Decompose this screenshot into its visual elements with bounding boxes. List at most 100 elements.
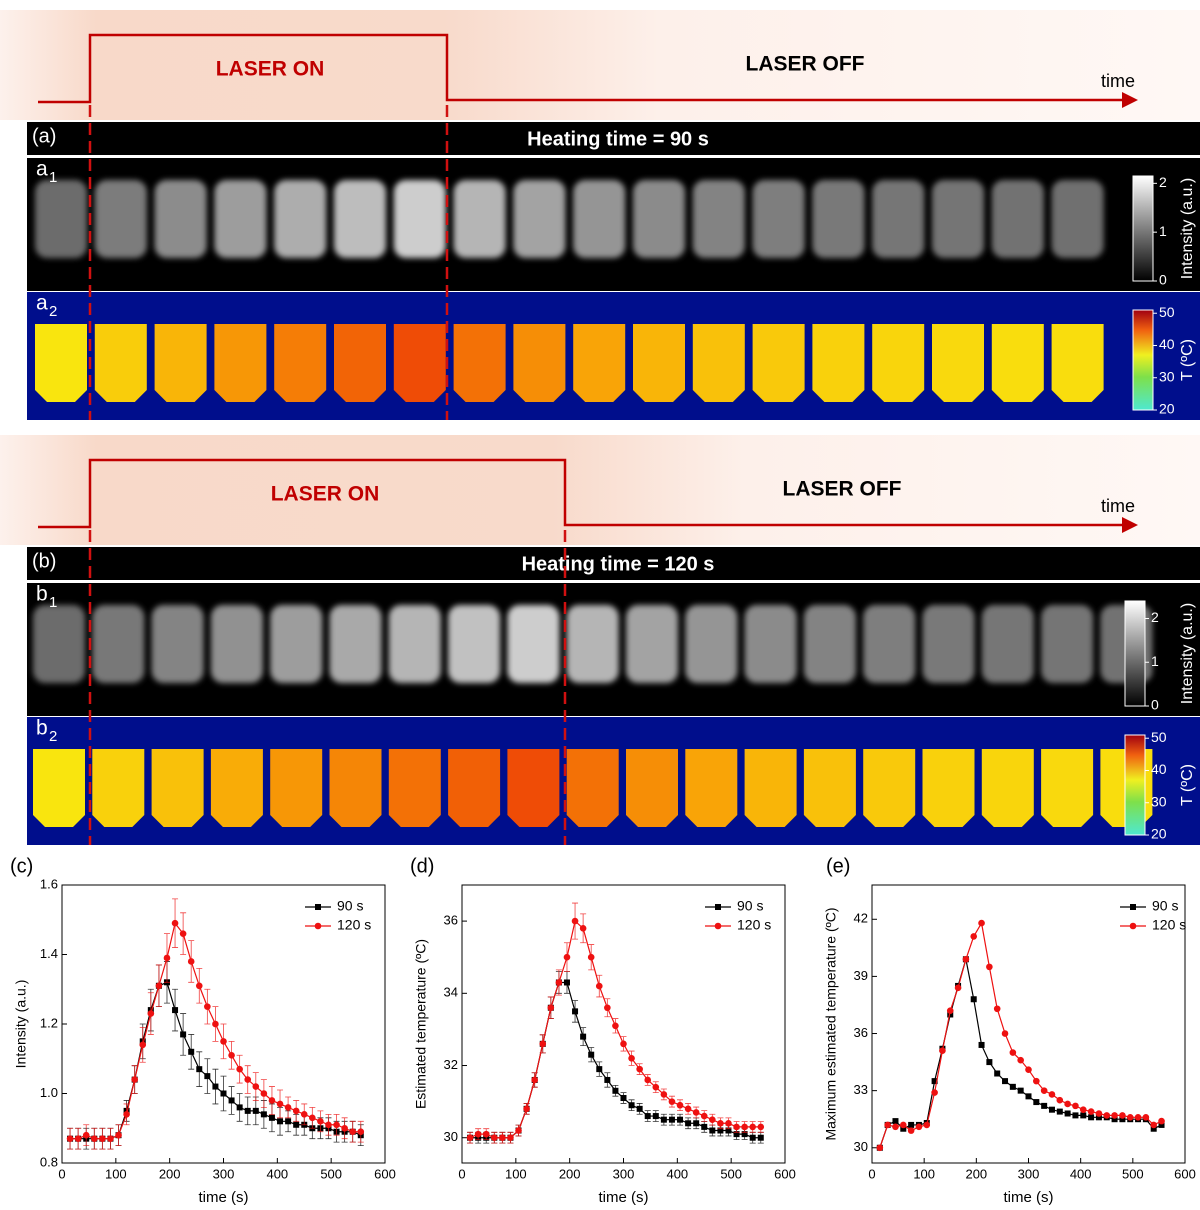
marker [115, 1131, 122, 1139]
cell-heatmap [626, 749, 678, 827]
marker [709, 1127, 716, 1134]
cell-image [692, 180, 745, 258]
legend-marker [314, 922, 322, 930]
marker [693, 1120, 700, 1127]
marker [1064, 1110, 1071, 1117]
marker [692, 1109, 700, 1116]
marker [612, 1022, 619, 1030]
marker [236, 1065, 243, 1073]
cell-heatmap [872, 324, 925, 402]
marker [907, 1127, 915, 1134]
cell-image [448, 605, 501, 683]
cell-image [92, 605, 145, 683]
marker [717, 1127, 724, 1134]
marker [292, 1107, 300, 1115]
marker [660, 1091, 668, 1098]
y-tick-label: 36 [854, 1025, 868, 1040]
colorbar-title: T (ºC) [1179, 764, 1196, 806]
marker [701, 1123, 708, 1130]
series-line [470, 981, 761, 1139]
cell-heatmap [812, 324, 865, 402]
heading: Heating time = 120 s [522, 553, 715, 575]
heading: Heating time = 90 s [527, 128, 709, 150]
colorbar-tick-label: 40 [1159, 336, 1175, 352]
marker [1056, 1096, 1064, 1104]
row-letter: a [36, 292, 48, 315]
x-tick-label: 200 [559, 1166, 581, 1181]
marker [1033, 1077, 1040, 1085]
pulse-line [38, 458, 1125, 529]
y-tick-label: 39 [854, 968, 868, 983]
marker [1087, 1108, 1095, 1115]
marker [268, 1097, 276, 1104]
cell-heatmap [329, 749, 382, 827]
marker [474, 1130, 482, 1138]
cell-image [214, 180, 267, 258]
marker [733, 1131, 740, 1138]
marker [1017, 1087, 1024, 1094]
marker [1088, 1114, 1095, 1121]
marker [757, 1123, 765, 1131]
y-tick-label: 30 [854, 1139, 868, 1154]
x-tick-label: 200 [159, 1166, 181, 1181]
cell-heatmap [863, 749, 916, 827]
marker [1119, 1112, 1126, 1119]
x-tick-label: 400 [266, 1166, 288, 1181]
marker [204, 1073, 211, 1080]
marker [1119, 1116, 1126, 1123]
marker [499, 1134, 506, 1142]
cell-heatmap [803, 749, 856, 827]
marker [1134, 1114, 1142, 1121]
cell-image [334, 180, 386, 258]
x-tick-label: 0 [868, 1166, 875, 1181]
marker [685, 1120, 692, 1127]
cell-image [507, 605, 560, 683]
x-tick-label: 0 [58, 1166, 65, 1181]
cell-image [803, 605, 856, 683]
marker [892, 1123, 899, 1131]
colorbar-tick-label: 2 [1159, 174, 1167, 190]
cell-heatmap [692, 324, 745, 402]
cell-heatmap [991, 324, 1044, 402]
marker [900, 1125, 907, 1132]
marker [1040, 1087, 1048, 1094]
marker [1009, 1083, 1016, 1090]
marker [252, 1083, 260, 1090]
marker [212, 1020, 219, 1028]
marker [660, 1116, 667, 1123]
marker [163, 954, 171, 962]
marker [595, 982, 603, 990]
marker [1111, 1116, 1118, 1123]
x-tick-label: 0 [458, 1166, 465, 1181]
series-line [879, 959, 1162, 1148]
marker [1002, 1078, 1009, 1085]
y-axis-label: Estimated temperature (ºC) [413, 939, 429, 1109]
marker [644, 1076, 652, 1084]
cell-image [566, 605, 619, 683]
y-tick-label: 0.8 [40, 1154, 58, 1169]
marker [300, 1111, 308, 1118]
pulse-line [38, 33, 1125, 104]
panel-label: (e) [826, 855, 850, 877]
marker [1150, 1125, 1157, 1132]
marker [604, 1076, 611, 1083]
legend-label: 120 s [337, 917, 371, 933]
marker [1095, 1110, 1103, 1117]
marker [757, 1134, 764, 1141]
y-tick-label: 1.0 [40, 1085, 58, 1100]
legend-label: 120 s [737, 917, 771, 933]
y-tick-label: 1.6 [40, 876, 58, 891]
marker [978, 1041, 985, 1048]
colorbar [1124, 600, 1146, 707]
row-letter: b [36, 583, 48, 606]
cell-image [210, 605, 263, 683]
cell-heatmap [274, 324, 327, 402]
marker [147, 1010, 155, 1017]
y-tick-label: 32 [444, 1057, 458, 1072]
colorbar [1124, 734, 1146, 836]
colorbar-tick-label: 50 [1151, 729, 1167, 745]
x-tick-label: 300 [1018, 1166, 1040, 1181]
cell-image [872, 180, 925, 258]
marker [892, 1118, 899, 1125]
cell-image [744, 605, 797, 683]
